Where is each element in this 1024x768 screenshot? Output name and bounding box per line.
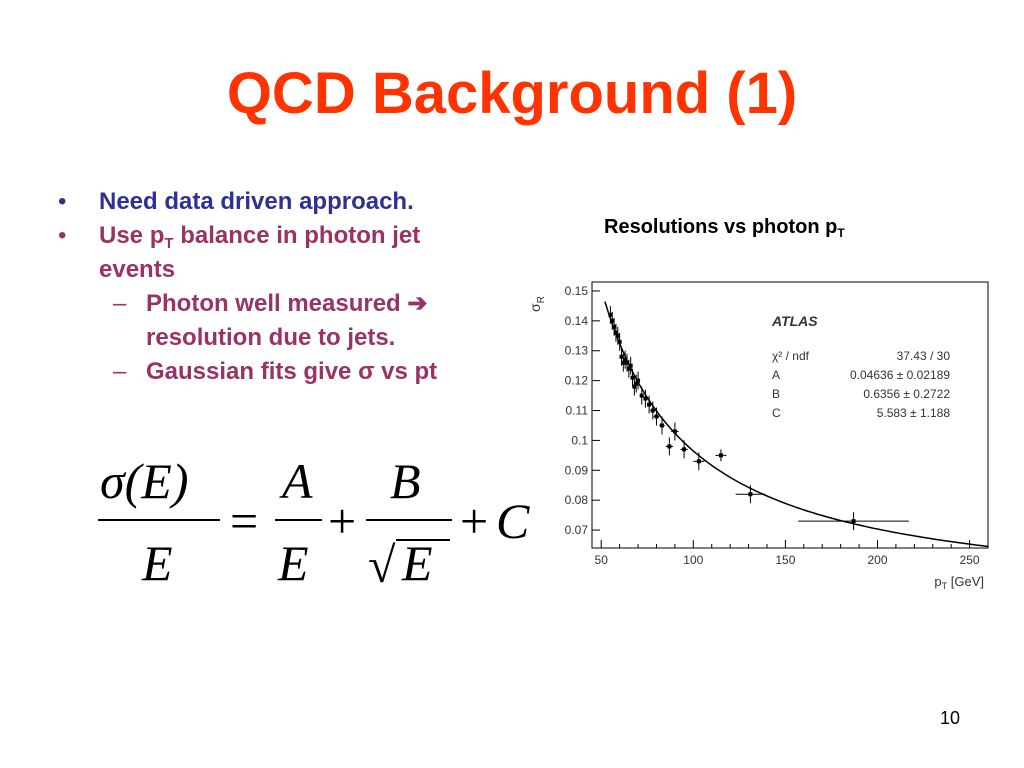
fit-curve: [604, 301, 989, 548]
stats-value: 0.04636 ± 0.02189: [850, 368, 950, 382]
bullet-text: Need data driven approach.: [99, 188, 414, 215]
subbullet-text: Gaussian fits give σ vs pt: [146, 358, 438, 385]
plot-frame: [591, 281, 989, 549]
bullet-marker: •: [58, 188, 67, 215]
data-point: [665, 437, 674, 456]
x-tick-label: 100: [683, 553, 703, 567]
formula-term2-denominator: E: [401, 535, 433, 591]
chart-caption: Resolutions vs photon pT: [604, 216, 845, 240]
resolution-chart: 50 100 150 200 250 0.07 0.08 0.09 0.1 0.11 0.12 0.1…: [527, 281, 989, 591]
formula-term3: C: [496, 493, 530, 549]
y-axis-label: σR: [527, 296, 547, 312]
x-tick-label: 250: [960, 553, 980, 567]
data-point: [671, 422, 679, 441]
bullet-marker: •: [58, 222, 67, 249]
data-point: [634, 374, 639, 393]
stats-label: B: [772, 387, 780, 401]
resolution-formula: σ(E) E = A E + B √ E + C: [98, 453, 530, 593]
y-tick-label: 0.08: [565, 493, 589, 507]
subbullet-text: Photon well measured ➔ resolution due to…: [146, 290, 428, 351]
x-tick-label: 150: [775, 553, 795, 567]
bullet-item: • Need data driven approach.: [58, 185, 498, 219]
formula-term1-denominator: E: [277, 535, 309, 591]
data-point: [715, 449, 727, 462]
plus-sign: +: [460, 493, 488, 549]
data-point: [613, 323, 618, 342]
y-tick-label: 0.1: [571, 433, 588, 447]
caption-subscript: T: [837, 226, 845, 240]
x-tick-label: 200: [867, 553, 887, 567]
formula-lhs-denominator: E: [141, 535, 173, 591]
subbullet-item: – Photon well measured ➔ resolution due …: [58, 287, 498, 355]
y-tick-label: 0.07: [565, 523, 589, 537]
data-point: [659, 416, 665, 435]
data-point: [680, 440, 688, 459]
y-tick-label: 0.14: [565, 314, 589, 328]
data-point: [632, 377, 637, 396]
data-point: [647, 395, 652, 414]
page-number: 10: [940, 708, 961, 728]
bullet-item: • Use pT balance in photon jet events: [58, 219, 498, 287]
subbullet-item: – Gaussian fits give σ vs pt: [58, 355, 498, 389]
data-point: [639, 386, 644, 405]
stats-label: χ² / ndf: [772, 349, 810, 363]
stats-label: C: [772, 406, 781, 420]
formula-term2-numerator: B: [390, 453, 421, 509]
x-tick-label: 50: [595, 553, 609, 567]
data-point: [630, 368, 635, 387]
data-point: [643, 389, 648, 408]
data-point: [653, 407, 660, 426]
sqrt-sign: √: [368, 537, 396, 593]
data-point: [628, 356, 633, 375]
data-point: [650, 401, 656, 420]
y-tick-label: 0.12: [565, 374, 589, 388]
x-axis-label: pT [GeV]: [934, 574, 984, 591]
atlas-label: ATLAS: [771, 313, 818, 329]
dash-marker: –: [113, 290, 127, 317]
data-point: [735, 485, 766, 504]
stats-value: 5.583 ± 1.188: [877, 406, 951, 420]
data-point: [621, 353, 626, 372]
subscript: T: [164, 235, 174, 252]
data-point: [617, 332, 622, 351]
equals-sign: =: [230, 493, 258, 549]
data-point: [623, 350, 628, 369]
data-point: [798, 512, 909, 531]
bullet-list: • Need data driven approach. • Use pT ba…: [58, 185, 498, 389]
data-point: [636, 371, 641, 390]
formula-term1-numerator: A: [279, 453, 313, 509]
slide-title: QCD Background (1): [226, 61, 798, 126]
plus-sign: +: [328, 493, 356, 549]
dash-marker: –: [113, 358, 127, 385]
y-tick-label: 0.11: [566, 404, 589, 418]
formula-lhs-numerator: σ(E): [100, 453, 189, 509]
y-tick-label: 0.15: [565, 284, 589, 298]
bullet-text: Use pT balance in photon jet events: [99, 222, 421, 283]
stats-label: A: [772, 368, 780, 382]
data-point: [693, 452, 705, 471]
data-point: [626, 359, 631, 378]
stats-value: 0.6356 ± 0.2722: [863, 387, 950, 401]
y-tick-label: 0.13: [565, 344, 589, 358]
stats-value: 37.43 / 30: [897, 349, 951, 363]
y-tick-label: 0.09: [565, 463, 589, 477]
